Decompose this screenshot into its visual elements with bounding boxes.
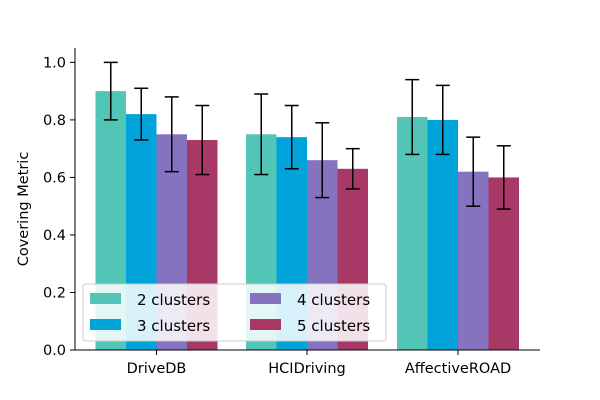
legend-swatch-4-clusters	[250, 293, 281, 304]
y-tick-label: 0.4	[43, 228, 66, 244]
legend-swatch-5-clusters	[250, 319, 281, 330]
error-bar-affectiveroad-4-clusters	[466, 136, 481, 207]
legend-swatch-3-clusters	[90, 319, 121, 330]
error-bars-layer	[103, 61, 511, 210]
error-bar-hcidriving-3-clusters	[284, 104, 299, 170]
y-tick-label: 1.0	[43, 55, 66, 71]
y-axis-label: Covering Metric	[16, 152, 32, 267]
x-tick-label-hcidriving: HCIDriving	[268, 361, 345, 377]
error-bar-affectiveroad-3-clusters	[435, 84, 450, 156]
error-bar-drivedb-5-clusters	[195, 104, 210, 176]
error-bar-drivedb-2-clusters	[103, 61, 118, 121]
y-ticks: 0.0 0.2 0.4 0.6 0.8 1.0	[43, 55, 75, 359]
x-ticks: DriveDB HCIDriving AffectiveROAD	[127, 350, 511, 377]
error-bar-drivedb-4-clusters	[164, 96, 179, 173]
legend-label-3-clusters: 3 clusters	[137, 317, 210, 335]
error-bar-affectiveroad-5-clusters	[496, 145, 511, 210]
y-tick-label: 0.0	[43, 343, 66, 359]
y-tick-label: 0.6	[43, 170, 66, 186]
error-bar-drivedb-3-clusters	[134, 87, 149, 141]
legend: 2 clusters 3 clusters 4 clusters 5 clusters	[82, 283, 387, 342]
error-bar-hcidriving-5-clusters	[345, 147, 360, 190]
error-bar-hcidriving-4-clusters	[315, 122, 330, 199]
legend-label-2-clusters: 2 clusters	[137, 291, 210, 309]
bar-affectiveroad-2-clusters	[397, 117, 428, 350]
error-bar-hcidriving-2-clusters	[254, 93, 269, 176]
legend-label-4-clusters: 4 clusters	[297, 291, 370, 309]
x-tick-label-drivedb: DriveDB	[127, 361, 187, 377]
legend-box	[82, 283, 387, 342]
x-tick-label-affectiveroad: AffectiveROAD	[405, 361, 511, 377]
error-bar-affectiveroad-2-clusters	[405, 78, 420, 156]
y-tick-label: 0.8	[43, 113, 66, 129]
legend-swatch-2-clusters	[90, 293, 121, 304]
legend-label-5-clusters: 5 clusters	[297, 317, 370, 335]
bar-affectiveroad-3-clusters	[427, 119, 458, 351]
y-tick-label: 0.2	[43, 285, 66, 301]
